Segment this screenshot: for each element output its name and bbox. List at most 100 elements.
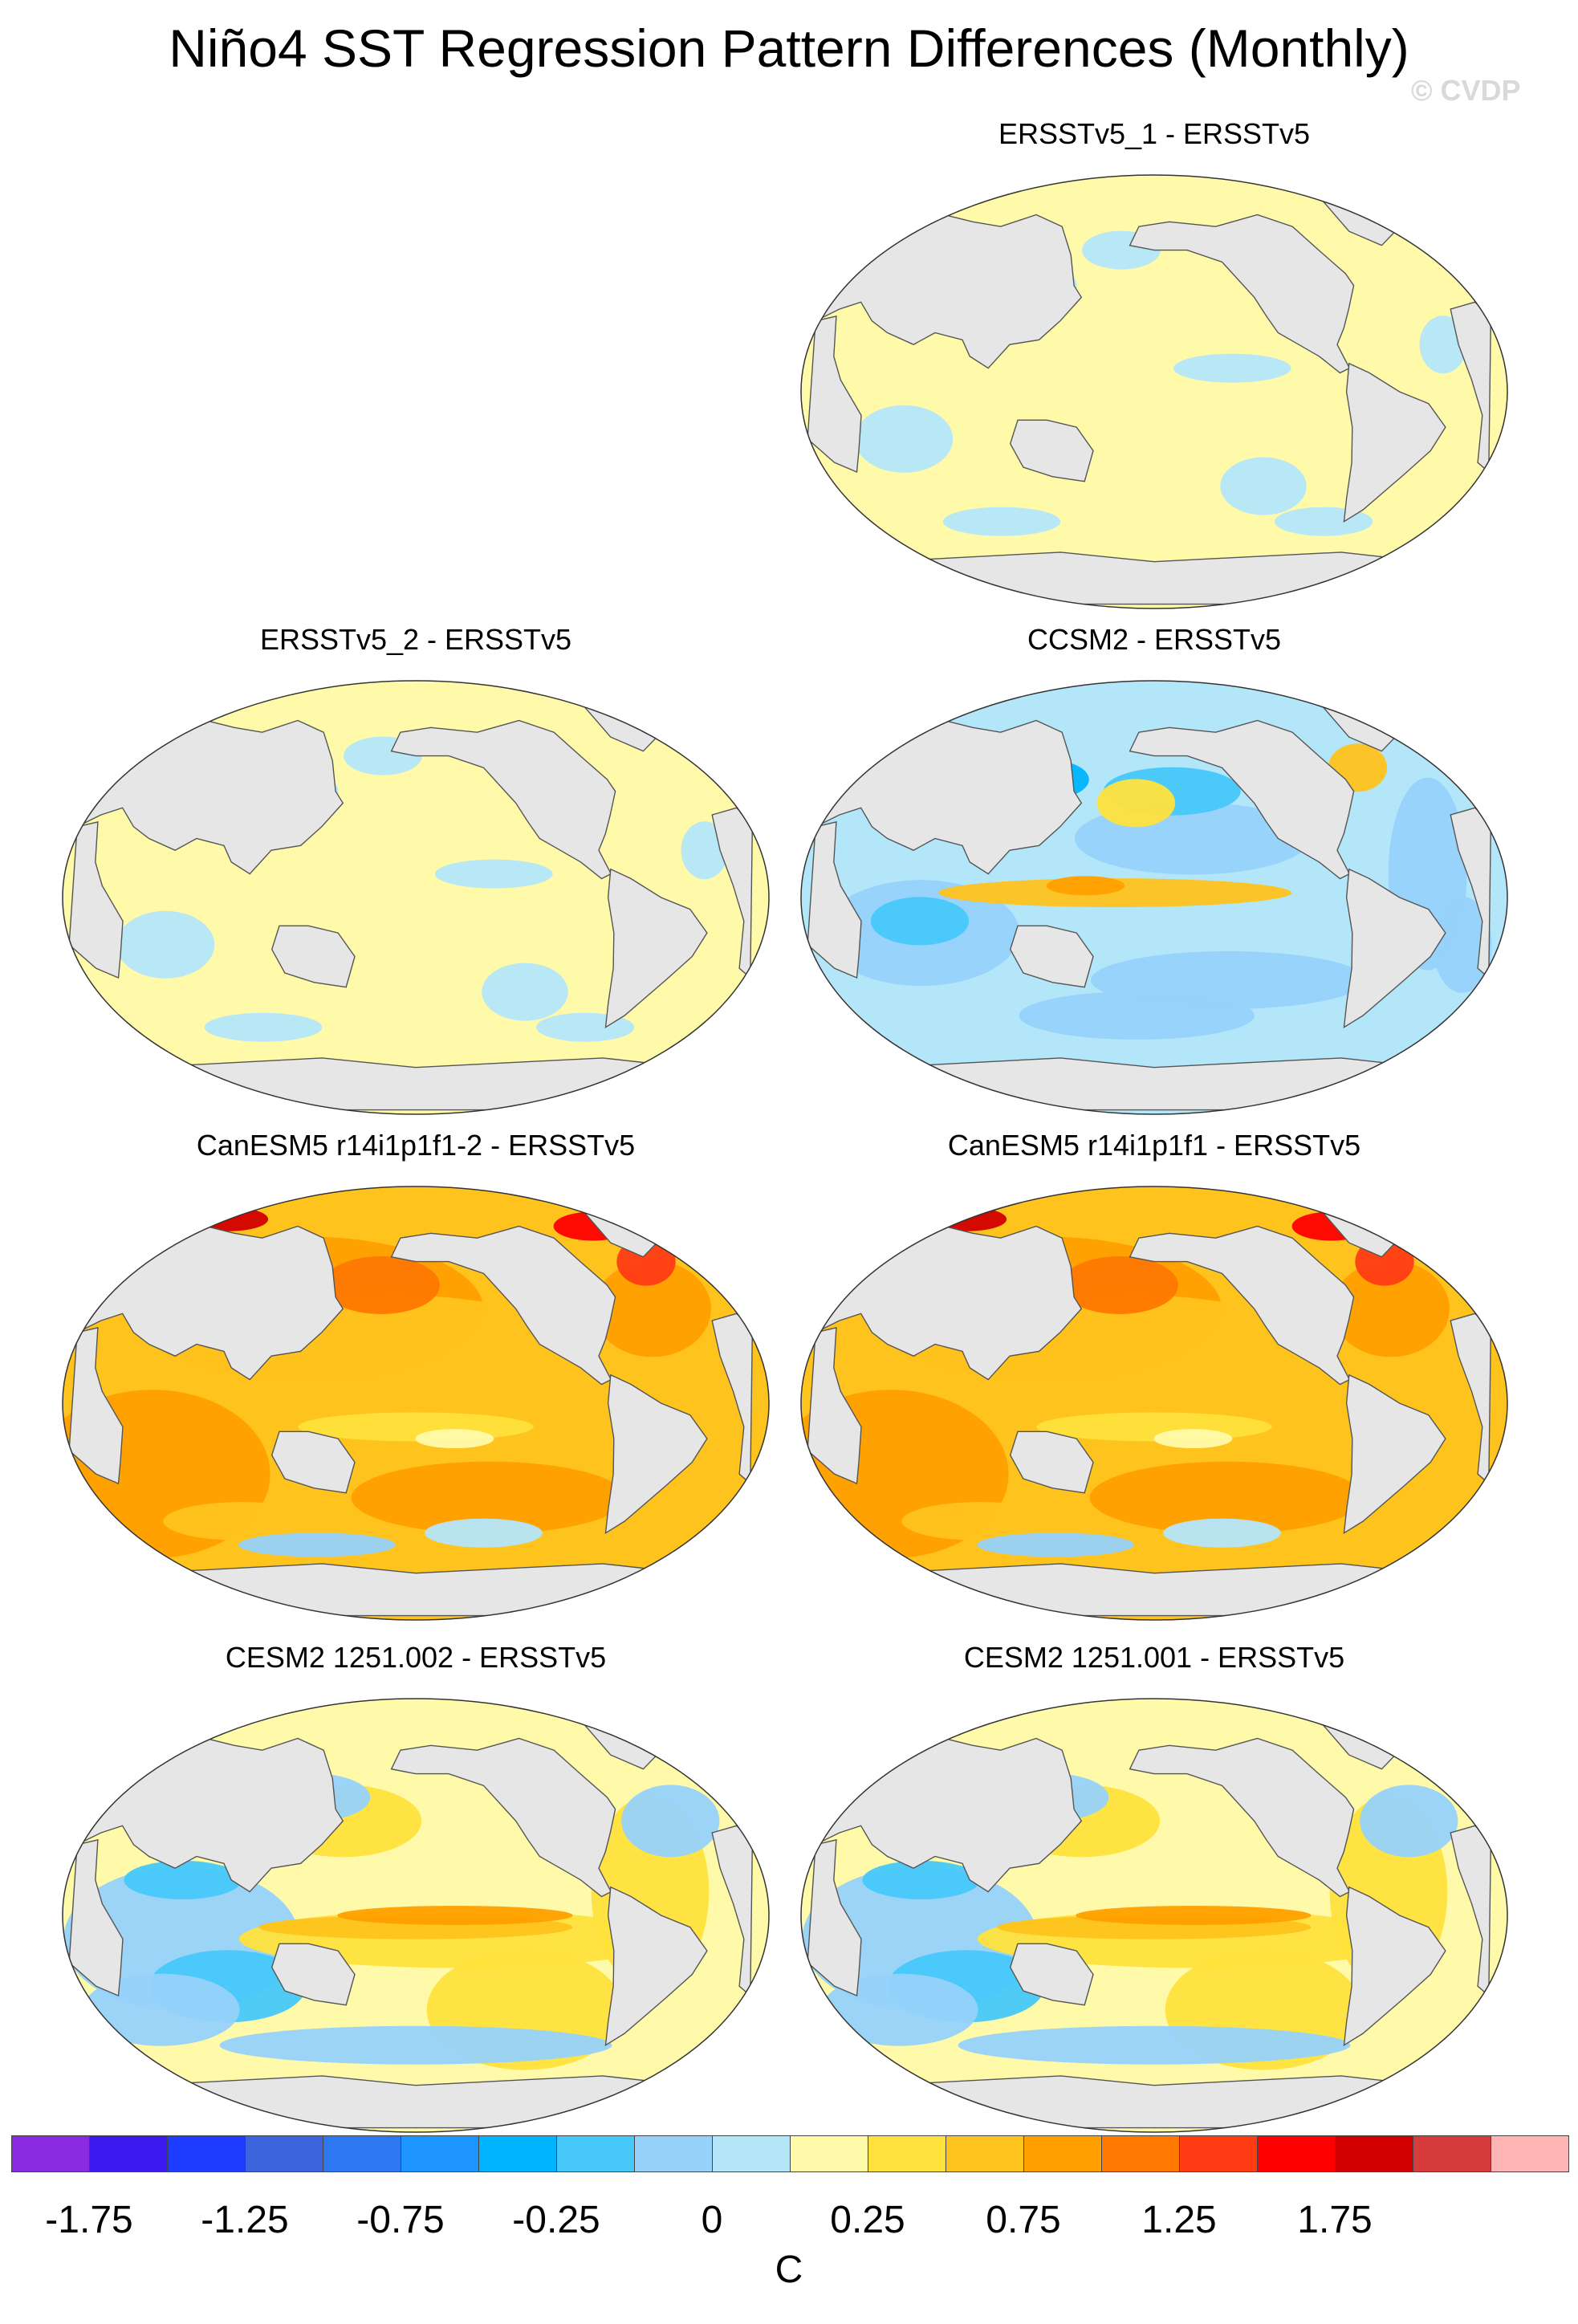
anomaly-contour [820, 1973, 978, 2046]
anomaly-contour [958, 2025, 1351, 2065]
colorbar-swatch [401, 2135, 479, 2172]
anomaly-contour [1076, 1906, 1312, 1925]
landmass-europeAfricaW [807, 821, 862, 979]
anomaly-contour [434, 859, 553, 889]
anomaly-contour [1360, 1785, 1458, 1858]
anomaly-contour [854, 405, 954, 473]
landmass-europeAfricaW [807, 1839, 862, 1997]
colorbar-swatch [1023, 2135, 1102, 2172]
anomaly-contour [593, 1260, 711, 1357]
map-outline [800, 174, 1508, 609]
map-panel-cesm2-002: CESM2 1251.002 - ERSSTv5 [55, 1641, 777, 2155]
map-panel-cesm2-001: CESM2 1251.001 - ERSSTv5 [793, 1641, 1515, 2155]
anomaly-contour [1046, 876, 1125, 896]
anomaly-contour [1433, 896, 1492, 993]
colorbar-tick-label: 0.75 [986, 2199, 1061, 2241]
anomaly-contour [415, 1429, 494, 1449]
landmass-australia [270, 1943, 356, 2006]
landmass-europeAfricaW [807, 315, 862, 474]
colorbar-swatch [1335, 2135, 1413, 2172]
colorbar-swatch [1413, 2135, 1491, 2172]
map-panel-canesm5-2: CanESM5 r14i1p1f1-2 - ERSSTv5 [55, 1129, 777, 1642]
anomaly-contour [1163, 1518, 1281, 1548]
panel-title: CanESM5 r14i1p1f1 - ERSSTv5 [947, 1129, 1361, 1162]
colorbar-swatch [1257, 2135, 1336, 2172]
map-outline [800, 680, 1508, 1115]
anomaly-contour [1089, 1461, 1364, 1534]
anomaly-contour [1220, 457, 1307, 515]
anomaly-contour [942, 507, 1061, 536]
map-outline [62, 680, 770, 1115]
colorbar-tick-label: 1.75 [1297, 2199, 1373, 2241]
anomaly-contour [977, 1532, 1134, 1557]
anomaly-contour [938, 878, 1292, 908]
colorbar-swatch [868, 2135, 946, 2172]
colorbar-tick-label: -0.25 [512, 2199, 600, 2241]
panel-title: ERSSTv5_2 - ERSSTv5 [259, 623, 572, 656]
world-map [62, 1698, 770, 2133]
colorbar-tick-label: 1.25 [1141, 2199, 1217, 2241]
anomaly-contour [219, 2025, 612, 2065]
landmass-australia [1009, 419, 1094, 482]
colorbar-swatch [89, 2135, 168, 2172]
anomaly-contour [870, 897, 970, 946]
world-map [800, 1698, 1508, 2133]
anomaly-contour [322, 1256, 440, 1314]
anomaly-contour [901, 1502, 1059, 1541]
landmass-europeAfricaW [807, 1327, 862, 1485]
panel-title: CCSM2 - ERSSTv5 [1027, 623, 1282, 656]
colorbar-swatch [1179, 2135, 1258, 2172]
colorbar-tick-label: -1.25 [201, 2199, 289, 2241]
map-panel-ersstv5-2: ERSSTv5_2 - ERSSTv5 [55, 623, 777, 1137]
anomaly-contour [482, 963, 568, 1021]
anomaly-contour [1332, 1260, 1450, 1357]
colorbar [11, 2135, 1569, 2175]
colorbar-swatch [323, 2135, 401, 2172]
anomaly-contour [337, 1906, 573, 1925]
landmass-australia [270, 925, 356, 988]
map-outline [800, 1698, 1508, 2133]
landmass-australia [1009, 1431, 1094, 1494]
colorbar-swatch [946, 2135, 1024, 2172]
colorbar-swatch [1101, 2135, 1180, 2172]
anomaly-contour [621, 1785, 720, 1858]
landmass-europeAfricaW [68, 821, 124, 979]
world-map [62, 1186, 770, 1621]
map-panel-ersstv5-1: ERSSTv5_1 - ERSSTv5 [793, 117, 1515, 631]
colorbar-unit: C [775, 2249, 803, 2291]
landmass-europeAfricaW [68, 1839, 124, 1997]
world-map [800, 1186, 1508, 1621]
anomaly-contour [425, 1518, 543, 1548]
anomaly-contour [124, 1860, 242, 1899]
colorbar-tick-label: 0.25 [830, 2199, 905, 2241]
watermark: © CVDP [1411, 74, 1521, 107]
colorbar-swatch [11, 2135, 90, 2172]
anomaly-contour [82, 1973, 240, 2046]
landmass-samerica [604, 1374, 708, 1535]
colorbar-swatch [167, 2135, 246, 2172]
anomaly-contour [238, 1532, 396, 1557]
ocean-field [801, 175, 1507, 608]
map-panel-canesm5-1: CanESM5 r14i1p1f1 - ERSSTv5 [793, 1129, 1515, 1642]
map-outline [62, 1186, 770, 1621]
map-outline [800, 1186, 1508, 1621]
anomaly-contour [1153, 1429, 1233, 1449]
colorbar-swatch [790, 2135, 868, 2172]
landmass-europeAfricaW [68, 1327, 124, 1485]
map-panel-ccsm2: CCSM2 - ERSSTv5 [793, 623, 1515, 1137]
colorbar-tick-label: -0.75 [356, 2199, 445, 2241]
map-outline [62, 1698, 770, 2133]
anomaly-contour [862, 1860, 981, 1899]
colorbar-swatch [556, 2135, 635, 2172]
panel-title: CanESM5 r14i1p1f1-2 - ERSSTv5 [196, 1129, 636, 1162]
colorbar-swatch [634, 2135, 713, 2172]
landmass-australia [270, 1431, 356, 1494]
world-map [800, 174, 1508, 609]
landmass-samerica [604, 868, 708, 1029]
anomaly-contour [351, 1461, 626, 1534]
landmass-australia [1009, 1943, 1094, 2006]
anomaly-contour [1019, 991, 1255, 1040]
colorbar-swatch [245, 2135, 323, 2172]
landmass-samerica [1343, 1374, 1446, 1535]
landmass-samerica [1343, 1886, 1446, 2047]
